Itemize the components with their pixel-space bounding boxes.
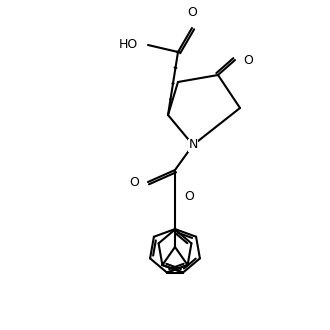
Text: O: O — [184, 190, 194, 204]
Text: N: N — [188, 139, 198, 151]
Text: O: O — [243, 53, 253, 67]
Text: O: O — [129, 176, 139, 188]
Text: O: O — [187, 6, 197, 19]
Text: HO: HO — [119, 39, 138, 51]
